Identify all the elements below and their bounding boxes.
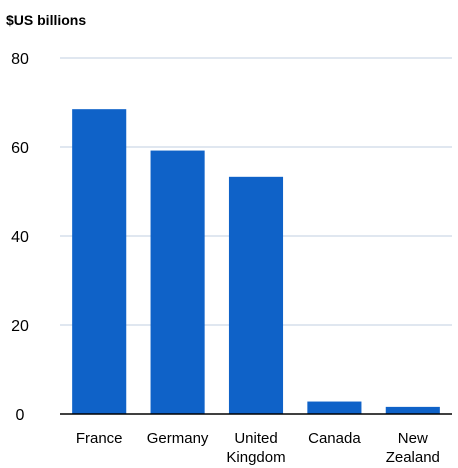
x-category-label: Canada bbox=[308, 430, 361, 447]
bar bbox=[307, 401, 362, 414]
y-tick-label: 80 bbox=[11, 51, 29, 68]
bar bbox=[72, 109, 127, 415]
bar bbox=[385, 406, 440, 414]
x-category-label: France bbox=[76, 430, 123, 447]
y-tick-labels: 0 20 40 60 80 bbox=[11, 51, 29, 424]
y-tick-label: 0 bbox=[16, 407, 25, 424]
unit-label: $US billions bbox=[6, 12, 86, 28]
x-category-label: New Zealand bbox=[386, 430, 440, 466]
x-category-labels: France Germany United Kingdom Canada New Zeala… bbox=[76, 430, 440, 466]
y-tick-label: 40 bbox=[11, 229, 29, 246]
x-category-label: Germany bbox=[147, 430, 209, 447]
bars bbox=[72, 109, 440, 415]
bar bbox=[150, 150, 205, 414]
x-category-label: United Kingdom bbox=[226, 430, 285, 466]
bar bbox=[228, 176, 284, 414]
y-tick-label: 20 bbox=[11, 318, 29, 335]
y-tick-label: 60 bbox=[11, 140, 29, 157]
